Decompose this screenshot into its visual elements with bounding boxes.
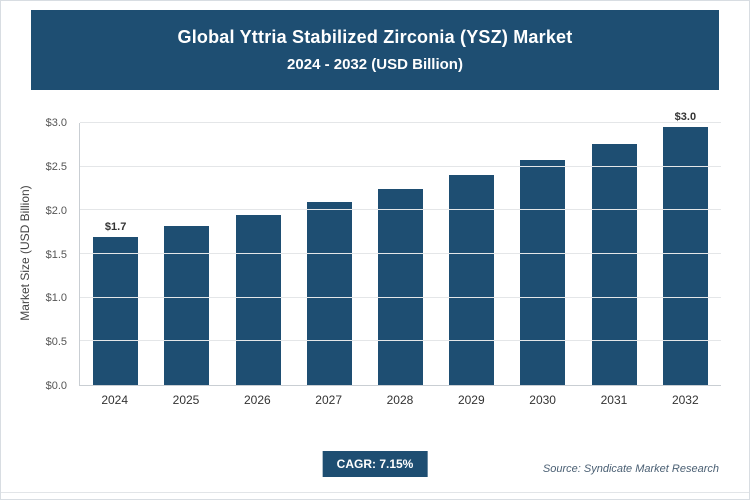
chart-title-line2: 2024 - 2032 (USD Billion): [287, 56, 463, 73]
bar-2031: [591, 143, 637, 385]
x-tick-label: 2025: [172, 393, 200, 407]
bar-2026: [235, 214, 281, 385]
gridline: [80, 253, 721, 254]
bar-2030: [520, 159, 566, 385]
bars-container: $1.7 $3.0: [80, 111, 721, 385]
bar-2029: [449, 174, 495, 385]
x-axis-ticks: 2024 2025 2026 2027 2028 2029 2030 2031 2032: [79, 393, 721, 407]
gridline: [80, 296, 721, 298]
bar-2027: [306, 202, 352, 385]
bar-slot: [222, 123, 293, 385]
bar-value-label: $1.7: [104, 220, 127, 233]
x-tick-label: 2032: [671, 393, 699, 407]
y-tick-label: $3.0: [45, 117, 67, 129]
bar-slot: [151, 123, 222, 385]
bar-value-label: $3.0: [674, 110, 697, 123]
x-tick-label: 2030: [529, 393, 556, 407]
y-tick-label: $1.0: [45, 292, 67, 305]
gridline: [80, 122, 721, 123]
x-tick-label: 2024: [101, 393, 129, 407]
bar-slot: [507, 123, 578, 385]
y-tick-label: $0.5: [45, 336, 67, 349]
gridline: [80, 165, 721, 167]
x-tick-label: 2029: [457, 393, 485, 407]
y-tick-label: $0.0: [45, 380, 67, 392]
bottom-divider: [1, 492, 749, 493]
bar-slot: [436, 123, 507, 385]
bar-slot: [365, 123, 436, 385]
x-tick-label: 2027: [315, 393, 342, 407]
bar-slot: $3.0: [650, 111, 721, 385]
bar-2032: $3.0: [662, 111, 708, 385]
bar-2024: $1.7: [93, 221, 139, 385]
y-axis-ticks: $0.0 $0.5 $1.0 $1.5 $2.0 $2.5 $3.0: [31, 117, 73, 392]
bar-slot: [294, 123, 365, 385]
bar-2025: [164, 226, 210, 385]
gridline: [80, 340, 721, 342]
x-tick-label: 2026: [243, 393, 271, 407]
y-tick-label: $2.0: [45, 204, 67, 217]
title-banner: Global Yttria Stabilized Zirconia (YSZ) …: [31, 10, 719, 90]
plot-area: $1.7 $3.0: [79, 111, 721, 386]
bar-slot: [579, 123, 650, 385]
gridline: [80, 209, 721, 211]
bar-slot: $1.7: [80, 123, 151, 385]
y-tick-label: $1.5: [45, 248, 67, 261]
source-text: Source: Syndicate Market Research: [542, 463, 719, 475]
y-tick-label: $2.5: [45, 160, 67, 173]
x-tick-label: 2028: [386, 393, 414, 407]
chart-title-line1: Global Yttria Stabilized Zirconia (YSZ) …: [177, 27, 573, 47]
bar-2028: [377, 189, 423, 385]
y-axis-label: Market Size (USD Billion): [18, 185, 32, 321]
cagr-badge: CAGR: 7.15%: [322, 451, 428, 477]
x-tick-label: 2031: [600, 393, 628, 407]
